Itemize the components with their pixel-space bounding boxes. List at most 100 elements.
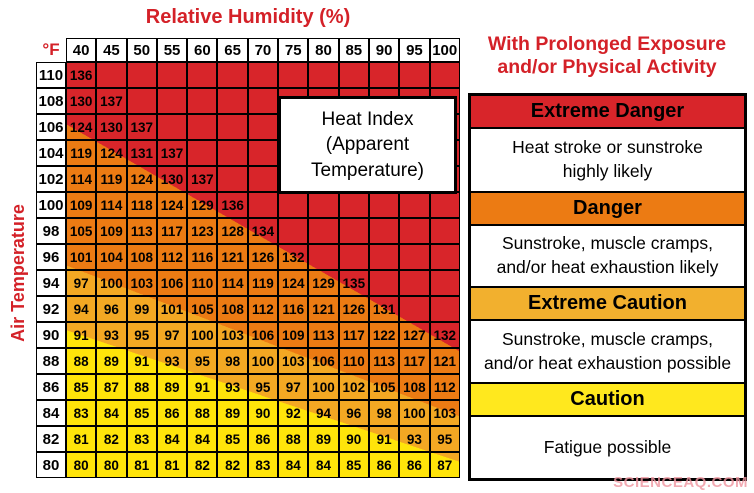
- heat-index-cell: 89: [308, 426, 339, 452]
- legend-desc-line: and/or heat exhaustion likely: [496, 257, 719, 277]
- heat-index-cell: 124: [96, 140, 127, 166]
- temperature-header-cell: 96: [36, 244, 66, 270]
- heat-index-cell: 91: [126, 348, 157, 374]
- heat-index-cell: 82: [187, 452, 218, 478]
- heat-index-cell: 118: [126, 192, 157, 218]
- heat-index-cell: 91: [368, 426, 400, 452]
- heat-index-cell: 88: [126, 374, 157, 400]
- legend-title: With Prolonged Exposure and/or Physical …: [466, 33, 748, 80]
- heat-index-cell: 80: [96, 452, 127, 478]
- heat-index-cell: 84: [278, 452, 309, 478]
- heat-index-cell: 137: [156, 140, 188, 166]
- legend-desc-danger: Sunstroke, muscle cramps, and/or heat ex…: [471, 224, 744, 286]
- heat-index-cell: 114: [217, 270, 248, 296]
- heat-index-cell: 95: [429, 426, 460, 452]
- legend-band-extreme-danger: Extreme Danger: [471, 96, 744, 127]
- heat-index-cell: 86: [156, 400, 188, 426]
- legend-title-line: With Prolonged Exposure: [487, 33, 727, 55]
- heat-index-cell: 90: [338, 426, 369, 452]
- heat-index-cell: 112: [429, 374, 460, 400]
- heat-index-cell: 137: [187, 166, 218, 192]
- heat-index-cell: 89: [96, 348, 127, 374]
- heat-index-cell: 129: [308, 270, 339, 296]
- legend-desc-line: Fatigue possible: [543, 436, 672, 457]
- heat-index-cell: 84: [156, 426, 188, 452]
- heat-index-cell: [429, 192, 460, 218]
- heat-index-cell: 110: [187, 270, 218, 296]
- heat-index-cell: 96: [96, 296, 127, 322]
- heat-index-cell: 87: [429, 452, 460, 478]
- legend-desc-line: Sunstroke, muscle cramps,: [501, 233, 714, 254]
- heat-index-cell: 128: [217, 218, 248, 244]
- heat-index-cell: 132: [429, 322, 460, 348]
- heat-index-cell: [217, 114, 248, 140]
- heat-index-cell: 108: [126, 244, 157, 270]
- heat-index-cell: 94: [308, 400, 339, 426]
- heat-index-cell: 93: [217, 374, 248, 400]
- heat-index-cell: 86: [247, 426, 279, 452]
- heat-index-cell: [399, 296, 430, 322]
- heat-index-cell: 113: [368, 348, 400, 374]
- heat-index-cell: 103: [429, 400, 460, 426]
- heat-index-cell: 89: [217, 400, 248, 426]
- heat-index-cell: [338, 62, 369, 88]
- heat-index-cell: 113: [308, 322, 339, 348]
- heat-index-cell: [247, 192, 279, 218]
- heat-index-cell: 86: [368, 452, 400, 478]
- temperature-header-cell: 106: [36, 114, 66, 140]
- heat-index-cell: 101: [156, 296, 188, 322]
- heat-index-cell: 81: [156, 452, 188, 478]
- heat-index-cell: 84: [96, 400, 127, 426]
- heat-index-cell: 134: [247, 218, 279, 244]
- heat-index-cell: [429, 296, 460, 322]
- heat-index-cell: 116: [278, 296, 309, 322]
- heat-index-cell: 123: [187, 218, 218, 244]
- heat-index-cell: [278, 62, 309, 88]
- watermark: SCIENCEAQ.COM: [613, 474, 748, 491]
- heat-index-cell: 97: [278, 374, 309, 400]
- heat-index-cell: [429, 244, 460, 270]
- heat-index-cell: 136: [217, 192, 248, 218]
- heat-index-cell: [368, 62, 400, 88]
- heat-index-cell: [187, 62, 218, 88]
- heat-index-cell: 137: [96, 88, 127, 114]
- heat-index-cell: 131: [368, 296, 400, 322]
- heat-index-cell: [338, 244, 369, 270]
- heat-index-cell: 81: [66, 426, 97, 452]
- heat-index-cell: [156, 88, 188, 114]
- heat-index-cell: 105: [187, 296, 218, 322]
- heat-index-cell: 110: [338, 348, 369, 374]
- heat-index-cell: 130: [156, 166, 188, 192]
- heat-index-cell: 100: [187, 322, 218, 348]
- heat-index-cell: 121: [308, 296, 339, 322]
- heat-index-cell: [247, 114, 279, 140]
- heat-index-cell: 112: [156, 244, 188, 270]
- humidity-header-cell: 95: [399, 38, 430, 62]
- humidity-header-cell: 50: [126, 38, 157, 62]
- heat-index-cell: 106: [247, 322, 279, 348]
- heat-index-cell: 117: [156, 218, 188, 244]
- heat-index-cell: 100: [96, 270, 127, 296]
- humidity-header-cell: 100: [429, 38, 460, 62]
- heat-index-cell: 121: [429, 348, 460, 374]
- legend-desc-caution: Fatigue possible: [471, 415, 744, 478]
- heat-index-cell: 93: [96, 322, 127, 348]
- heat-index-cell: 124: [66, 114, 97, 140]
- heat-index-cell: [368, 192, 400, 218]
- heat-index-cell: [429, 270, 460, 296]
- overlay-line: Temperature): [311, 159, 424, 181]
- heat-index-cell: 99: [126, 296, 157, 322]
- heat-index-cell: 109: [96, 218, 127, 244]
- heat-index-cell: 126: [338, 296, 369, 322]
- temperature-header-cell: 86: [36, 374, 66, 400]
- heat-index-cell: [247, 140, 279, 166]
- heat-index-cell: 117: [399, 348, 430, 374]
- heat-index-cell: 92: [278, 400, 309, 426]
- temperature-header-cell: 94: [36, 270, 66, 296]
- heat-index-cell: 100: [308, 374, 339, 400]
- humidity-header-cell: 80: [308, 38, 339, 62]
- heat-index-cell: [187, 88, 218, 114]
- heat-index-cell: 127: [399, 322, 430, 348]
- heat-index-cell: [429, 62, 460, 88]
- heat-index-cell: 116: [187, 244, 218, 270]
